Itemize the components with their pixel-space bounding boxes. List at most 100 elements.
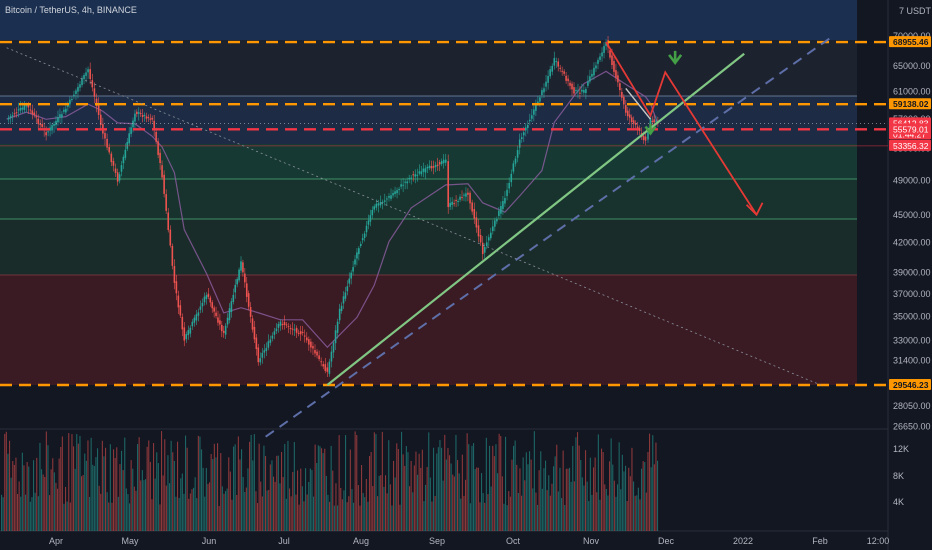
candle-body bbox=[324, 364, 327, 371]
volume-bar bbox=[431, 501, 433, 531]
candle-body bbox=[392, 193, 394, 196]
volume-bar bbox=[322, 453, 324, 531]
candle-body bbox=[308, 339, 310, 345]
volume-bar bbox=[189, 493, 191, 531]
volume-bar bbox=[274, 481, 276, 531]
candle-body bbox=[110, 153, 113, 163]
volume-bar bbox=[473, 443, 475, 531]
candle-body bbox=[346, 286, 349, 292]
candle-body bbox=[57, 117, 59, 123]
candle-body bbox=[593, 67, 595, 76]
level-price-tag bbox=[889, 123, 931, 135]
volume-bar bbox=[439, 440, 441, 531]
volume-bar bbox=[434, 495, 436, 531]
volume-bar bbox=[469, 503, 471, 531]
candle-body bbox=[81, 78, 83, 86]
volume-bar bbox=[601, 448, 603, 531]
candle-body bbox=[463, 194, 465, 196]
time-axis[interactable]: Apr May Jun Jul Aug Sep Oct Nov Dec 2022 Feb 12:00 bbox=[49, 536, 889, 546]
volume-bar bbox=[503, 503, 505, 531]
candle-body bbox=[599, 56, 601, 60]
volume-bar bbox=[98, 485, 100, 531]
volume-bar bbox=[492, 445, 494, 531]
candle-body bbox=[363, 233, 366, 238]
price-tick-label: 37000.00 bbox=[893, 289, 931, 299]
volume-bar bbox=[146, 446, 148, 531]
candle-body bbox=[352, 267, 354, 272]
candle-body bbox=[261, 352, 264, 358]
volume-bar bbox=[593, 467, 595, 531]
volume-bar bbox=[372, 486, 374, 531]
price-tick-label: 70000.00 bbox=[893, 31, 931, 41]
candle-body bbox=[626, 110, 629, 117]
volume-bar bbox=[7, 453, 9, 531]
volume-bar bbox=[53, 472, 55, 531]
candle-body bbox=[279, 321, 282, 326]
volume-bar bbox=[301, 486, 303, 531]
volume-tick-label: 4K bbox=[893, 497, 904, 507]
candle-body bbox=[498, 210, 500, 217]
candle-body bbox=[453, 203, 455, 205]
volume-bar bbox=[137, 444, 139, 531]
candle-body bbox=[11, 115, 14, 117]
volume-bar bbox=[157, 463, 159, 531]
volume-bar bbox=[260, 481, 262, 531]
candle-body bbox=[520, 137, 523, 140]
volume-bar bbox=[437, 447, 439, 531]
candle-body bbox=[295, 327, 298, 333]
candle-body bbox=[518, 139, 521, 148]
candle-body bbox=[430, 165, 433, 169]
volume-bar bbox=[81, 476, 83, 531]
volume-bar bbox=[452, 474, 454, 531]
volume-bar bbox=[533, 431, 535, 531]
candle-body bbox=[112, 160, 115, 166]
candle-body bbox=[234, 284, 237, 293]
candle-body bbox=[163, 174, 165, 194]
volume-bar bbox=[42, 474, 44, 531]
candle-body bbox=[59, 114, 61, 118]
candle-body bbox=[79, 84, 81, 88]
volume-bar bbox=[314, 444, 316, 531]
candle-body bbox=[514, 158, 517, 164]
volume-bar bbox=[348, 496, 350, 531]
volume-bar bbox=[271, 460, 273, 531]
candle-body bbox=[541, 90, 543, 96]
candle-body bbox=[642, 135, 645, 141]
volume-bar bbox=[612, 464, 614, 531]
candle-body bbox=[432, 166, 435, 168]
candle-body bbox=[338, 308, 341, 321]
volume-bar bbox=[345, 435, 347, 531]
forecast-arrow-path bbox=[605, 41, 758, 216]
candle-body bbox=[153, 120, 155, 131]
volume-bar bbox=[613, 480, 615, 531]
volume-bar bbox=[221, 486, 223, 531]
volume-bar bbox=[381, 431, 383, 531]
volume-bar bbox=[471, 445, 473, 531]
volume-bar bbox=[25, 494, 27, 531]
volume-bar bbox=[229, 471, 231, 531]
candle-body bbox=[114, 168, 117, 173]
volume-bar bbox=[340, 488, 342, 531]
volume-bar bbox=[276, 455, 278, 531]
zone-green-low bbox=[0, 219, 857, 275]
time-tick-label: Apr bbox=[49, 536, 63, 546]
volume-bar bbox=[575, 437, 577, 531]
candle-body bbox=[37, 118, 40, 125]
volume-bar bbox=[634, 495, 636, 531]
candle-body bbox=[285, 324, 288, 326]
volume-bar bbox=[516, 464, 518, 531]
candle-body bbox=[267, 341, 270, 348]
volume-bar bbox=[429, 477, 431, 531]
time-tick-label: Sep bbox=[429, 536, 445, 546]
volume-bar bbox=[620, 489, 622, 531]
volume-bar bbox=[543, 468, 545, 531]
volume-bar bbox=[18, 481, 20, 531]
volume-bar bbox=[530, 459, 532, 531]
volume-bar bbox=[247, 468, 249, 531]
volume-bar bbox=[511, 459, 513, 531]
price-scale[interactable]: 70000.0065000.0061000.0057000.0053000.00… bbox=[889, 31, 931, 432]
candle-body bbox=[275, 328, 278, 332]
volume-bar bbox=[49, 495, 51, 531]
volume-bar bbox=[47, 445, 49, 531]
